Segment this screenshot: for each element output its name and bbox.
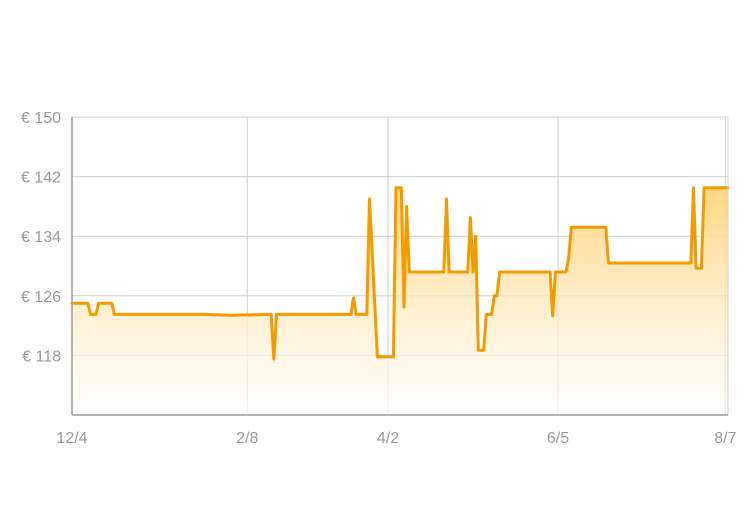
x-axis-ticks: 12/4 2/8 4/2 6/5 8/7 (56, 430, 736, 447)
x-tick-label: 12/4 (56, 430, 87, 447)
x-tick-label: 4/2 (377, 430, 399, 447)
y-tick-label: € 134 (21, 229, 61, 246)
price-area-fill (72, 187, 728, 415)
y-tick-label: € 126 (21, 289, 61, 306)
y-tick-label: € 142 (21, 170, 61, 187)
price-line (70, 186, 730, 361)
x-tick-label: 6/5 (547, 430, 569, 447)
y-tick-label: € 118 (22, 348, 61, 365)
x-tick-label: 8/7 (714, 430, 736, 447)
axes (71, 117, 729, 416)
x-tick-label: 2/8 (236, 430, 258, 447)
y-tick-label: € 150 (21, 110, 61, 127)
y-axis-ticks: € 150 € 142 € 134 € 126 € 118 (21, 110, 61, 365)
